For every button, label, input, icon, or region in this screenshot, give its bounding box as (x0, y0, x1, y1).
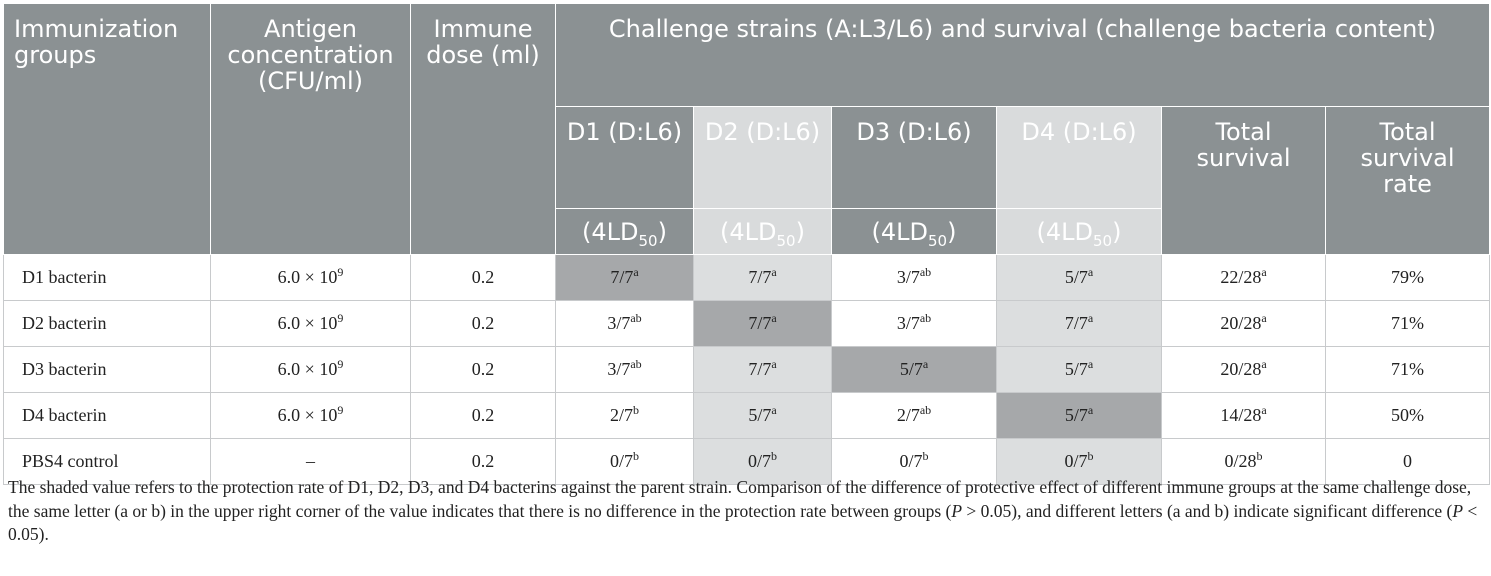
group-cell: D2 bacterin (3, 300, 211, 347)
d1-cell: 0/7b (555, 438, 694, 485)
total-cell: 14/28a (1161, 392, 1326, 439)
antigen-cell: 6.0 × 109 (210, 346, 411, 393)
header-challenge-strains: Challenge strains (A:L3/L6) and survival… (554, 3, 1491, 107)
survival-table: Immunization groups Antigen concentratio… (3, 3, 1491, 485)
d2-cell: 5/7a (693, 392, 832, 439)
d3-cell: 5/7a (831, 346, 997, 393)
header-total-survival-rate: Total survival rate (1324, 106, 1491, 255)
table-row: PBS4 control – 0.2 0/7b 0/7b 0/7b 0/7b 0… (3, 438, 1491, 485)
d2-cell: 7/7a (693, 300, 832, 347)
rate-cell: 71% (1324, 300, 1491, 347)
group-cell: D3 bacterin (3, 346, 211, 393)
table-footnote: The shaded value refers to the protectio… (8, 477, 1478, 544)
header-immunization-groups: Immunization groups (3, 3, 211, 255)
dose-cell: 0.2 (410, 392, 556, 439)
d1-cell: 3/7ab (555, 346, 694, 393)
header-ld50-d3: (4LD50) (831, 208, 997, 255)
header-total-survival: Total survival (1161, 106, 1326, 255)
total-cell: 20/28a (1161, 346, 1326, 393)
d1-cell: 2/7b (555, 392, 694, 439)
d4-cell: 7/7a (996, 300, 1162, 347)
d4-cell: 5/7a (996, 392, 1162, 439)
header-d2: D2 (D:L6) (693, 106, 832, 209)
dose-cell: 0.2 (410, 254, 556, 301)
antigen-cell: 6.0 × 109 (210, 300, 411, 347)
total-cell: 20/28a (1161, 300, 1326, 347)
d3-cell: 2/7ab (831, 392, 997, 439)
table-row: D2 bacterin 6.0 × 109 0.2 3/7ab 7/7a 3/7… (3, 300, 1491, 347)
header-ld50-d2: (4LD50) (693, 208, 832, 255)
d1-cell: 3/7ab (555, 300, 694, 347)
header-ld50-d1: (4LD50) (555, 208, 694, 255)
table-row: D4 bacterin 6.0 × 109 0.2 2/7b 5/7a 2/7a… (3, 392, 1491, 439)
antigen-cell: 6.0 × 109 (210, 392, 411, 439)
rate-cell: 50% (1324, 392, 1491, 439)
antigen-cell: 6.0 × 109 (210, 254, 411, 301)
rate-cell: 0 (1324, 438, 1491, 485)
d4-cell: 5/7a (996, 346, 1162, 393)
d2-cell: 7/7a (693, 346, 832, 393)
header-immune-dose: Immune dose (ml) (410, 3, 556, 255)
group-cell: D1 bacterin (3, 254, 211, 301)
dose-cell: 0.2 (410, 300, 556, 347)
table-row: D3 bacterin 6.0 × 109 0.2 3/7ab 7/7a 5/7… (3, 346, 1491, 393)
dose-cell: 0.2 (410, 346, 556, 393)
header-d3: D3 (D:L6) (831, 106, 997, 209)
header-d1: D1 (D:L6) (555, 106, 694, 209)
header-d4: D4 (D:L6) (996, 106, 1162, 209)
header-ld50-d4: (4LD50) (996, 208, 1162, 255)
d4-cell: 5/7a (996, 254, 1162, 301)
d2-cell: 0/7b (693, 438, 832, 485)
rate-cell: 79% (1324, 254, 1491, 301)
total-cell: 0/28b (1161, 438, 1326, 485)
d2-cell: 7/7a (693, 254, 832, 301)
d3-cell: 3/7ab (831, 300, 997, 347)
d3-cell: 0/7b (831, 438, 997, 485)
d1-cell: 7/7a (555, 254, 694, 301)
d3-cell: 3/7ab (831, 254, 997, 301)
dose-cell: 0.2 (410, 438, 556, 485)
d4-cell: 0/7b (996, 438, 1162, 485)
group-cell: D4 bacterin (3, 392, 211, 439)
total-cell: 22/28a (1161, 254, 1326, 301)
header-antigen-concentration: Antigen concentration (CFU/ml) (210, 3, 411, 255)
group-cell: PBS4 control (3, 438, 211, 485)
rate-cell: 71% (1324, 346, 1491, 393)
table-row: D1 bacterin 6.0 × 109 0.2 7/7a 7/7a 3/7a… (3, 254, 1491, 301)
